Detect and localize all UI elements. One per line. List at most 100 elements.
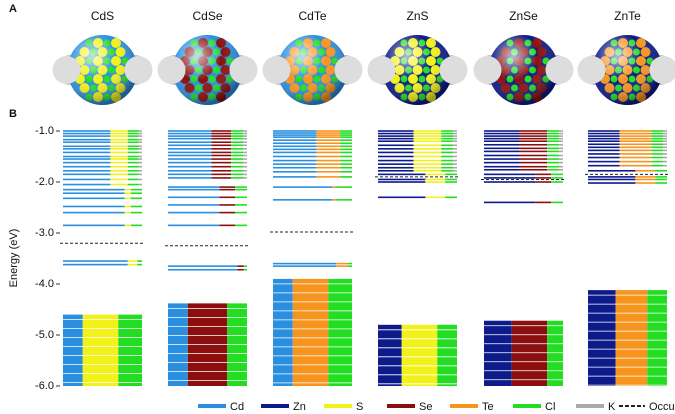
level-segment (519, 165, 548, 168)
level-segment (138, 173, 142, 176)
shading (67, 35, 138, 105)
level-segment (619, 146, 652, 149)
level-segment (519, 150, 548, 153)
level-segment (340, 132, 352, 134)
ligand-sphere (577, 56, 606, 84)
ligand-sphere (124, 56, 153, 84)
level-segment (110, 178, 128, 181)
level-segment (651, 160, 664, 163)
level-segment (63, 158, 111, 160)
level-segment (273, 166, 317, 169)
level-segment (110, 145, 128, 148)
level-segment (445, 181, 457, 183)
level-segment (559, 158, 563, 160)
level-segment (378, 130, 414, 132)
band-segment (437, 324, 457, 386)
level-segment (63, 161, 111, 164)
level-segment (127, 151, 139, 154)
level-segment (655, 178, 667, 181)
level-segment (441, 135, 454, 137)
level-segment (559, 130, 563, 132)
level-segment (127, 141, 139, 144)
level-segment (413, 132, 442, 135)
level-segment (110, 173, 128, 176)
level-segment (63, 263, 128, 266)
level-segment (651, 135, 664, 137)
level-segment (168, 154, 212, 157)
level-segment (519, 154, 548, 157)
level-segment (663, 164, 667, 167)
level-segment (655, 182, 667, 184)
level-segment (168, 141, 212, 144)
shading (172, 35, 243, 105)
level-segment (63, 211, 125, 214)
level-segment (235, 186, 247, 188)
level-segment (237, 268, 244, 271)
level-segment (663, 143, 667, 146)
level-segment (663, 156, 667, 159)
level-segment (413, 140, 442, 142)
level-segment (168, 268, 238, 271)
level-segment (588, 140, 620, 142)
level-segment (273, 265, 337, 267)
level-segment (445, 178, 457, 181)
level-segment (273, 148, 317, 151)
y-tick-label: -1.0 (35, 125, 54, 137)
level-segment (453, 169, 457, 172)
ligand-sphere (157, 56, 186, 84)
level-segment (619, 149, 652, 152)
level-segment (535, 173, 552, 176)
legend-label: Occupied levels (649, 401, 675, 413)
level-segment (219, 224, 236, 227)
level-segment (63, 148, 111, 150)
band-segment (328, 278, 352, 386)
level-segment (273, 199, 333, 201)
level-segment (243, 265, 247, 267)
level-segment (588, 146, 620, 149)
level-segment (519, 140, 548, 142)
level-segment (168, 135, 212, 137)
level-segment (63, 183, 111, 186)
level-segment (413, 135, 442, 137)
level-segment (484, 168, 520, 171)
level-segment (348, 262, 352, 265)
level-segment (413, 159, 442, 162)
level-segment (211, 132, 232, 135)
level-segment (243, 158, 247, 160)
level-segment (243, 161, 247, 164)
level-segment (484, 140, 520, 142)
level-segment (168, 132, 212, 135)
level-segment (273, 142, 317, 145)
level-segment (127, 145, 139, 148)
level-segment (441, 148, 454, 150)
level-segment (211, 144, 232, 147)
level-segment (588, 149, 620, 152)
level-segment (231, 173, 244, 176)
level-segment (127, 132, 139, 135)
level-segment (484, 137, 520, 140)
y-tick-label: -4.0 (35, 278, 54, 290)
level-segment (243, 151, 247, 154)
level-segment (453, 137, 457, 140)
level-segment (484, 181, 536, 183)
level-segment (547, 158, 560, 160)
level-segment (211, 148, 232, 150)
legend-swatch (324, 404, 352, 408)
level-segment (340, 145, 352, 148)
level-segment (63, 260, 128, 262)
legend-swatch (450, 404, 478, 408)
level-segment (63, 178, 111, 181)
level-segment (588, 130, 620, 132)
level-segment (588, 160, 620, 163)
level-segment (316, 151, 341, 154)
level-segment (413, 163, 442, 165)
ligand-sphere (439, 56, 468, 84)
level-segment (551, 181, 563, 183)
level-segment (547, 132, 560, 135)
level-segment (231, 132, 244, 135)
level-segment (168, 265, 238, 267)
level-segment (168, 196, 220, 199)
shading (382, 35, 453, 105)
level-segment (211, 158, 232, 160)
level-segment (124, 224, 131, 227)
